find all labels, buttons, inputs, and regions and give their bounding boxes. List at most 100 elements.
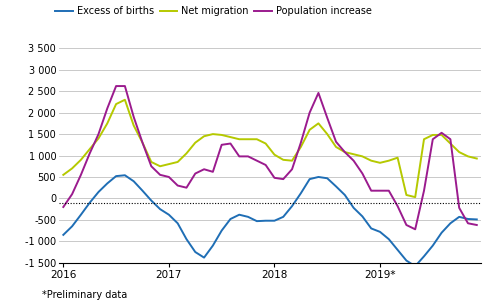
- Net migration: [148, 160, 154, 164]
- Net migration: [113, 102, 119, 106]
- Net migration: [456, 150, 462, 154]
- Excess of births: [377, 230, 383, 234]
- Net migration: [430, 133, 436, 137]
- Excess of births: [210, 244, 216, 247]
- Net migration: [438, 133, 444, 137]
- Population increase: [69, 192, 75, 196]
- Population increase: [201, 167, 207, 171]
- Excess of births: [430, 244, 436, 247]
- Net migration: [359, 155, 365, 158]
- Population increase: [438, 131, 444, 135]
- Net migration: [280, 158, 286, 162]
- Excess of births: [324, 176, 330, 180]
- Excess of births: [236, 213, 242, 217]
- Net migration: [245, 137, 251, 141]
- Net migration: [377, 161, 383, 165]
- Excess of births: [69, 224, 75, 228]
- Net migration: [333, 145, 339, 149]
- Population increase: [105, 107, 110, 110]
- Population increase: [395, 204, 401, 208]
- Excess of births: [447, 221, 453, 225]
- Excess of births: [298, 191, 304, 195]
- Excess of births: [368, 226, 374, 230]
- Net migration: [404, 193, 409, 197]
- Population increase: [333, 140, 339, 144]
- Excess of births: [307, 177, 313, 181]
- Population increase: [280, 177, 286, 181]
- Net migration: [227, 135, 233, 139]
- Excess of births: [421, 255, 427, 258]
- Excess of births: [201, 256, 207, 259]
- Net migration: [307, 128, 313, 132]
- Population increase: [236, 155, 242, 158]
- Net migration: [254, 137, 260, 141]
- Population increase: [316, 91, 322, 95]
- Excess of births: [465, 217, 471, 221]
- Population increase: [192, 172, 198, 175]
- Excess of births: [122, 173, 128, 177]
- Population increase: [175, 184, 181, 187]
- Net migration: [474, 157, 480, 160]
- Net migration: [412, 195, 418, 199]
- Population increase: [184, 186, 190, 190]
- Net migration: [289, 159, 295, 162]
- Population increase: [421, 189, 427, 192]
- Population increase: [139, 141, 145, 144]
- Net migration: [78, 158, 84, 162]
- Excess of births: [184, 237, 190, 241]
- Population increase: [157, 173, 163, 177]
- Net migration: [87, 147, 93, 151]
- Population increase: [87, 152, 93, 155]
- Excess of births: [263, 219, 269, 223]
- Excess of births: [105, 182, 110, 185]
- Population increase: [298, 141, 304, 144]
- Excess of births: [333, 185, 339, 188]
- Net migration: [157, 165, 163, 168]
- Population increase: [368, 189, 374, 192]
- Population increase: [166, 175, 172, 179]
- Population increase: [307, 111, 313, 114]
- Net migration: [465, 155, 471, 158]
- Net migration: [218, 133, 224, 137]
- Excess of births: [438, 231, 444, 235]
- Excess of births: [359, 215, 365, 218]
- Line: Net migration: Net migration: [63, 100, 477, 197]
- Population increase: [254, 159, 260, 162]
- Excess of births: [351, 206, 356, 210]
- Net migration: [342, 150, 348, 154]
- Net migration: [60, 173, 66, 177]
- Excess of births: [175, 221, 181, 225]
- Population increase: [342, 150, 348, 154]
- Excess of births: [96, 190, 102, 194]
- Population increase: [465, 221, 471, 225]
- Net migration: [236, 137, 242, 141]
- Population increase: [447, 137, 453, 141]
- Net migration: [166, 162, 172, 166]
- Excess of births: [412, 264, 418, 268]
- Excess of births: [386, 237, 392, 241]
- Population increase: [272, 176, 277, 180]
- Net migration: [69, 167, 75, 170]
- Population increase: [148, 165, 154, 168]
- Population increase: [122, 84, 128, 88]
- Excess of births: [192, 250, 198, 254]
- Net migration: [201, 134, 207, 138]
- Population increase: [78, 173, 84, 177]
- Net migration: [175, 160, 181, 164]
- Excess of births: [139, 189, 145, 192]
- Line: Excess of births: Excess of births: [63, 175, 477, 266]
- Excess of births: [342, 193, 348, 197]
- Excess of births: [289, 204, 295, 208]
- Net migration: [421, 137, 427, 141]
- Excess of births: [78, 213, 84, 217]
- Excess of births: [316, 175, 322, 179]
- Population increase: [351, 159, 356, 162]
- Population increase: [474, 223, 480, 227]
- Net migration: [324, 132, 330, 136]
- Population increase: [404, 223, 409, 227]
- Legend: Excess of births, Net migration, Population increase: Excess of births, Net migration, Populat…: [55, 6, 372, 16]
- Population increase: [60, 205, 66, 209]
- Net migration: [105, 122, 110, 125]
- Population increase: [245, 155, 251, 158]
- Net migration: [351, 153, 356, 156]
